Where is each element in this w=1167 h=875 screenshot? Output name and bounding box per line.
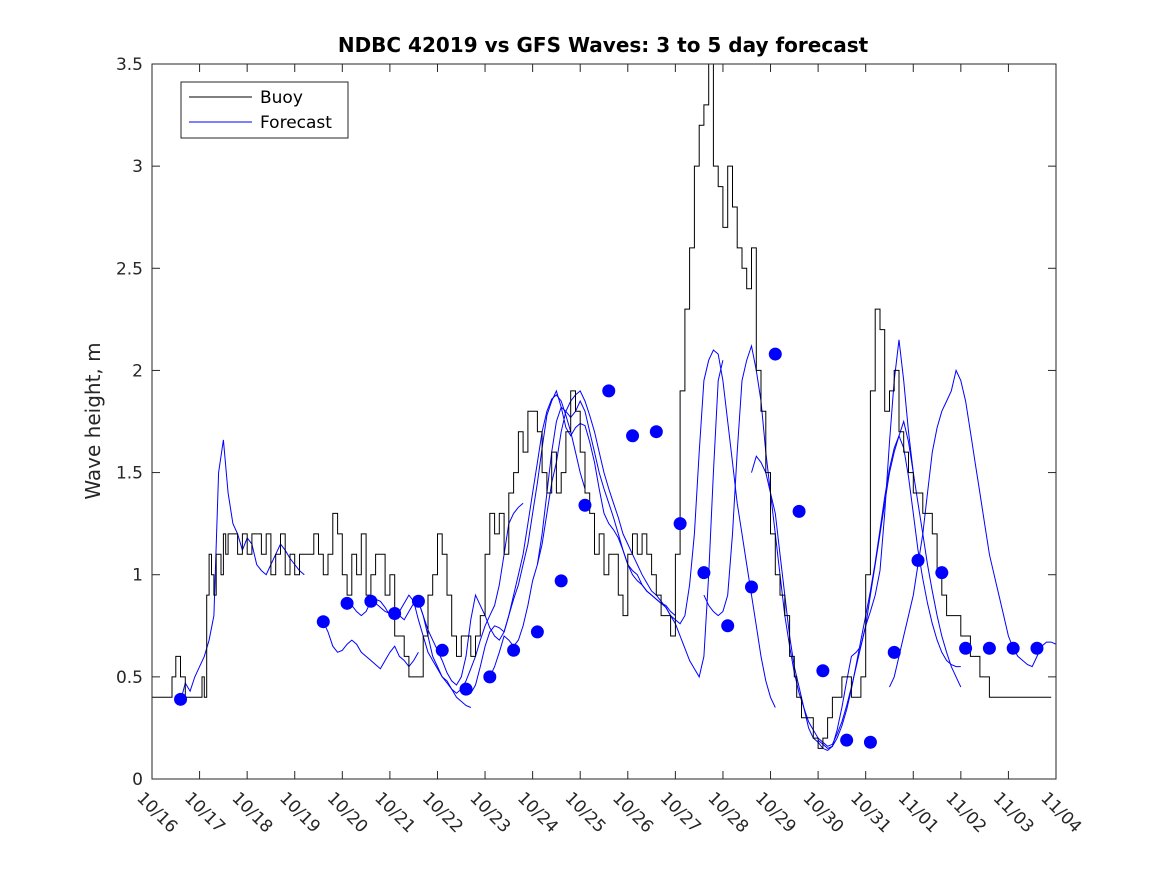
x-tick-label: 10/29 [751, 788, 800, 837]
forecast-point [911, 553, 925, 567]
x-tick-label: 10/31 [846, 788, 895, 837]
forecast-point [388, 607, 402, 621]
y-tick-label: 0.5 [116, 668, 143, 688]
forecast-point [530, 625, 544, 639]
y-tick-label: 3.5 [116, 55, 143, 75]
forecast-point [863, 735, 877, 749]
x-tick-label: 10/17 [180, 788, 229, 837]
forecast-point [459, 682, 473, 696]
forecast-point [364, 594, 378, 608]
x-tick-label: 11/04 [1036, 788, 1085, 837]
forecast-point [626, 429, 640, 443]
x-tick-label: 10/27 [656, 788, 705, 837]
forecast-point [435, 643, 449, 657]
x-tick-label: 10/20 [323, 788, 372, 837]
x-tick-label: 10/28 [703, 788, 752, 837]
x-tick-label: 10/22 [418, 788, 467, 837]
forecast-line [465, 389, 676, 694]
y-axis-label: Wave height, m [81, 342, 105, 499]
forecast-point [340, 596, 354, 610]
y-tick-label: 3 [132, 157, 143, 177]
x-tick-label: 10/26 [608, 788, 657, 837]
y-tick-label: 0 [132, 770, 143, 790]
y-axis: 0 0.5 1 1.5 2 2.5 3 3.5 [116, 55, 1056, 790]
x-tick-label: 11/03 [989, 788, 1038, 837]
forecast-points-layer [174, 347, 1044, 749]
forecast-point [316, 615, 330, 629]
x-tick-label: 10/25 [561, 788, 610, 837]
chart-title: NDBC 42019 vs GFS Waves: 3 to 5 day fore… [338, 33, 869, 57]
plot-frame [151, 63, 1057, 780]
x-tick-label: 10/21 [370, 788, 419, 837]
buoy-line [152, 63, 1052, 749]
forecast-point [1030, 641, 1044, 655]
forecast-line [751, 419, 962, 751]
legend-forecast-label: Forecast [260, 113, 332, 133]
forecast-point [602, 384, 616, 398]
forecast-line [489, 360, 724, 679]
forecast-line [417, 394, 586, 686]
forecast-point [1006, 641, 1020, 655]
x-tick-label: 10/16 [132, 788, 181, 837]
series-layer [152, 63, 1057, 751]
y-tick-label: 2.5 [116, 259, 143, 279]
forecast-point [982, 641, 996, 655]
forecast-point [887, 645, 901, 659]
x-tick-label: 10/30 [799, 788, 848, 837]
forecast-point [649, 425, 663, 439]
forecast-point [792, 504, 806, 518]
y-tick-label: 2 [132, 361, 143, 381]
x-tick-label: 10/23 [466, 788, 515, 837]
forecast-line [322, 621, 419, 670]
forecast-point [174, 692, 188, 706]
legend: Buoy Forecast [180, 81, 349, 139]
y-tick-label: 1 [132, 566, 143, 586]
forecast-point [697, 566, 711, 580]
forecast-point [673, 517, 687, 531]
forecast-point [507, 643, 521, 657]
forecast-line [817, 434, 961, 749]
forecast-line [703, 339, 914, 747]
forecast-point [721, 619, 735, 633]
forecast-point [935, 566, 949, 580]
forecast-point [959, 641, 973, 655]
forecast-line [889, 368, 1057, 688]
forecast-point [744, 580, 758, 594]
forecast-point [768, 347, 782, 361]
x-tick-label: 10/18 [228, 788, 277, 837]
forecast-point [578, 498, 592, 512]
x-tick-label: 10/19 [275, 788, 324, 837]
legend-buoy-label: Buoy [260, 88, 303, 108]
forecast-point [483, 670, 497, 684]
plot-area [152, 64, 1056, 779]
x-tick-label: 11/02 [941, 788, 990, 837]
y-tick-label: 1.5 [116, 464, 143, 484]
legend-box [180, 81, 349, 139]
forecast-point [816, 664, 830, 678]
forecast-point [411, 594, 425, 608]
forecast-point [840, 733, 854, 747]
x-tick-label: 11/01 [894, 788, 943, 837]
forecast-point [554, 574, 568, 588]
x-tick-label: 10/24 [513, 788, 562, 837]
